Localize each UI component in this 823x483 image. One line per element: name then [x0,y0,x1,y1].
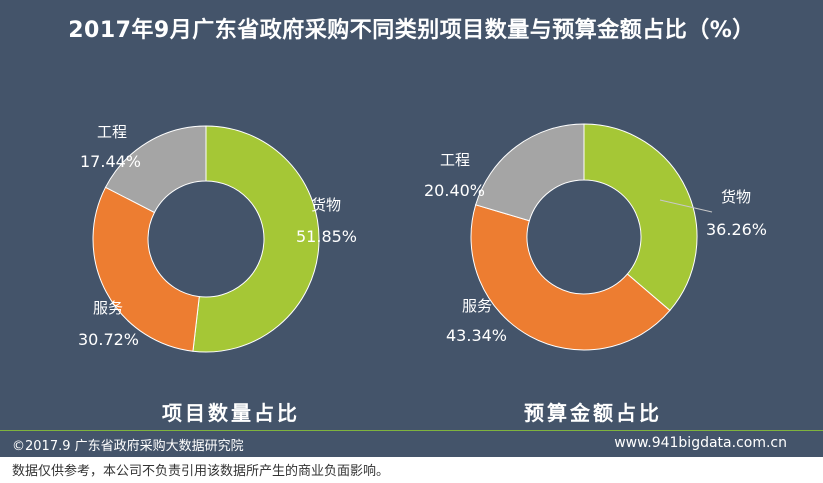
disclaimer-text: 数据仅供参考，本公司不负责引用该数据所产生的商业负面影响。 [12,464,390,479]
slice-engineering-1 [475,123,585,222]
value-services-count: 30.72% [78,330,140,349]
value-engineering-budget: 20.40% [424,181,486,200]
label-services-budget: 服务 [462,297,493,315]
label-engineering-count: 工程 [97,123,128,141]
label-goods-budget: 货物 [721,188,752,206]
footer-bar [0,431,823,457]
value-goods-count: 51.85% [296,227,358,246]
chart-title: 2017年9月广东省政府采购不同类别项目数量与预算金额占比（%） [68,18,755,43]
slice-services-1 [470,204,671,351]
donut-chart-project-count [92,125,320,353]
label-services-count: 服务 [93,299,124,317]
slice-services-0 [92,186,200,352]
copyright-text: ©2017.9 广东省政府采购大数据研究院 [12,439,244,454]
caption-budget-amount: 预算金额占比 [524,401,662,425]
label-goods-count: 货物 [311,196,342,214]
label-engineering-budget: 工程 [440,151,471,169]
value-engineering-count: 17.44% [80,152,142,171]
leader-line-goods-budget [659,199,713,213]
donut-chart-budget-amount [470,123,698,351]
slice-goods-1 [583,123,698,312]
value-services-budget: 43.34% [446,326,508,345]
donut-charts [92,123,713,353]
caption-project-count: 项目数量占比 [162,401,300,425]
slice-engineering-0 [104,125,207,214]
slice-goods-0 [192,125,320,353]
website-link[interactable]: www.941bigdata.com.cn [614,435,787,451]
value-goods-budget: 36.26% [706,220,768,239]
